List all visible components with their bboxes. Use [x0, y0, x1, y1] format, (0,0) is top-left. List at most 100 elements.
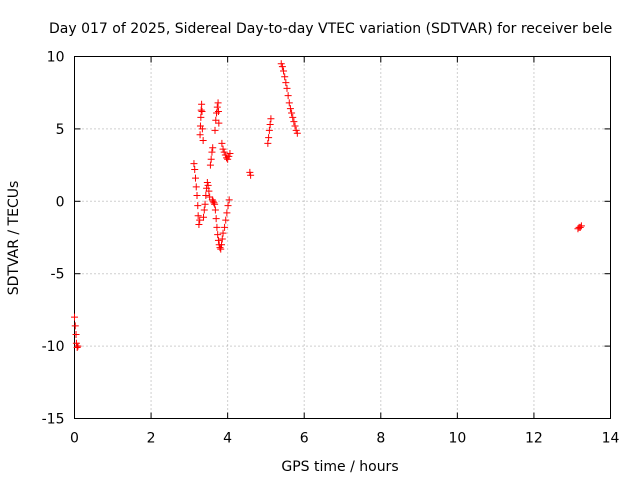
x-tick-label: 2	[147, 431, 156, 447]
x-tick-label: 14	[602, 431, 620, 447]
data-point	[221, 223, 229, 231]
axis-ticks	[74, 56, 611, 419]
data-point	[265, 126, 273, 134]
data-point	[71, 313, 78, 321]
y-tick-label: -10	[42, 339, 65, 355]
data-point	[198, 108, 206, 116]
data-point	[576, 223, 584, 231]
data-point	[211, 126, 219, 134]
data-point	[208, 148, 216, 156]
data-point	[284, 92, 292, 100]
data-point	[199, 136, 207, 144]
y-tick-label: 5	[56, 122, 65, 138]
data-point	[219, 229, 227, 237]
data-point	[218, 241, 226, 249]
data-point	[213, 223, 221, 231]
data-point	[278, 63, 286, 71]
data-point	[209, 197, 217, 205]
data-point	[267, 115, 275, 123]
data-points	[71, 60, 585, 352]
data-point	[211, 206, 219, 214]
y-axis-label: SDTVAR / TECUs	[6, 181, 22, 296]
data-point	[218, 139, 226, 147]
data-point	[196, 131, 204, 139]
data-point	[73, 344, 81, 352]
y-tick-label: -5	[51, 267, 65, 283]
data-point	[280, 67, 288, 75]
data-point	[224, 202, 232, 210]
data-point	[200, 206, 208, 214]
x-tick-label: 0	[70, 431, 79, 447]
data-point	[285, 99, 293, 107]
data-point	[214, 236, 222, 244]
data-point	[198, 100, 206, 108]
data-point	[266, 121, 274, 129]
data-point	[196, 216, 204, 224]
data-point	[215, 119, 223, 127]
x-tick-label: 4	[223, 431, 232, 447]
data-point	[201, 200, 209, 208]
data-point	[194, 202, 202, 210]
data-point	[200, 213, 208, 221]
data-point	[219, 145, 227, 153]
x-axis-label: GPS time / hours	[281, 459, 398, 475]
data-point	[293, 129, 301, 137]
data-point	[288, 109, 296, 117]
data-point	[194, 212, 202, 220]
data-point	[206, 161, 214, 169]
y-tick-labels: -15 -10 -5 0 5 10	[42, 50, 65, 428]
data-point	[209, 144, 217, 152]
data-point	[216, 244, 224, 252]
data-point	[225, 152, 233, 160]
data-point	[281, 73, 289, 81]
data-point	[217, 245, 225, 253]
data-point	[208, 196, 216, 204]
data-point	[198, 125, 206, 133]
x-tick-label: 12	[525, 431, 543, 447]
x-tick-label: 8	[376, 431, 385, 447]
data-point	[202, 192, 210, 200]
x-tick-label: 10	[448, 431, 466, 447]
y-tick-label: -15	[42, 412, 65, 428]
data-point	[205, 187, 213, 195]
data-point	[212, 116, 220, 124]
data-point	[191, 174, 199, 182]
data-point	[192, 183, 200, 191]
y-tick-label: 10	[47, 50, 65, 66]
data-point	[282, 79, 290, 87]
data-point	[213, 103, 221, 111]
data-point	[223, 209, 231, 217]
data-point	[195, 220, 203, 228]
data-point	[289, 113, 297, 121]
data-point	[225, 196, 233, 204]
data-point	[190, 160, 198, 168]
data-point	[246, 168, 254, 176]
data-point	[212, 215, 220, 223]
data-point	[197, 113, 205, 121]
x-tick-label: 6	[300, 431, 309, 447]
data-point	[220, 148, 228, 156]
data-point	[72, 331, 80, 339]
data-point	[224, 155, 232, 163]
data-point	[211, 200, 219, 208]
chart-title: Day 017 of 2025, Sidereal Day-to-day VTE…	[49, 21, 612, 37]
data-point	[214, 108, 222, 116]
data-point	[247, 171, 255, 179]
grid-lines	[74, 56, 611, 419]
data-point	[291, 122, 299, 130]
data-point	[203, 178, 211, 186]
data-point	[286, 105, 294, 113]
y-tick-label: 0	[56, 194, 65, 210]
data-point	[210, 199, 218, 207]
x-tick-labels: 0 2 4 6 8 10 12 14	[70, 431, 619, 447]
data-point	[72, 339, 80, 347]
data-point	[290, 118, 298, 126]
data-point	[292, 126, 300, 134]
data-point	[207, 155, 215, 163]
data-point	[74, 342, 82, 350]
data-point	[577, 222, 585, 230]
data-point	[214, 99, 222, 107]
data-point	[264, 139, 272, 147]
data-point	[277, 60, 285, 68]
